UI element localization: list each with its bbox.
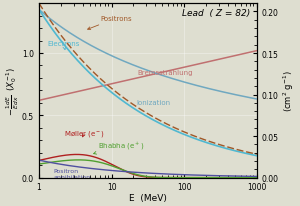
Y-axis label: $-\frac{1}{E}\frac{dE}{dx}$  $(X_0^{-1})$: $-\frac{1}{E}\frac{dE}{dx}$ $(X_0^{-1})$: [4, 67, 21, 115]
Y-axis label: (cm$^2$ g$^{-1}$): (cm$^2$ g$^{-1}$): [281, 70, 296, 112]
Text: Positrons: Positrons: [88, 16, 132, 30]
Text: Ionization: Ionization: [136, 100, 171, 106]
Text: Electrons: Electrons: [47, 41, 80, 50]
Text: Bhabha (e$^+$): Bhabha (e$^+$): [94, 140, 144, 154]
Text: Møller (e$^-$): Møller (e$^-$): [64, 128, 105, 138]
X-axis label: E  (MeV): E (MeV): [129, 193, 167, 202]
Text: Bremsstrahlung: Bremsstrahlung: [138, 70, 193, 76]
Text: Positron
annihilation: Positron annihilation: [54, 169, 91, 179]
Text: Lead  ( Z = 82): Lead ( Z = 82): [182, 9, 250, 18]
